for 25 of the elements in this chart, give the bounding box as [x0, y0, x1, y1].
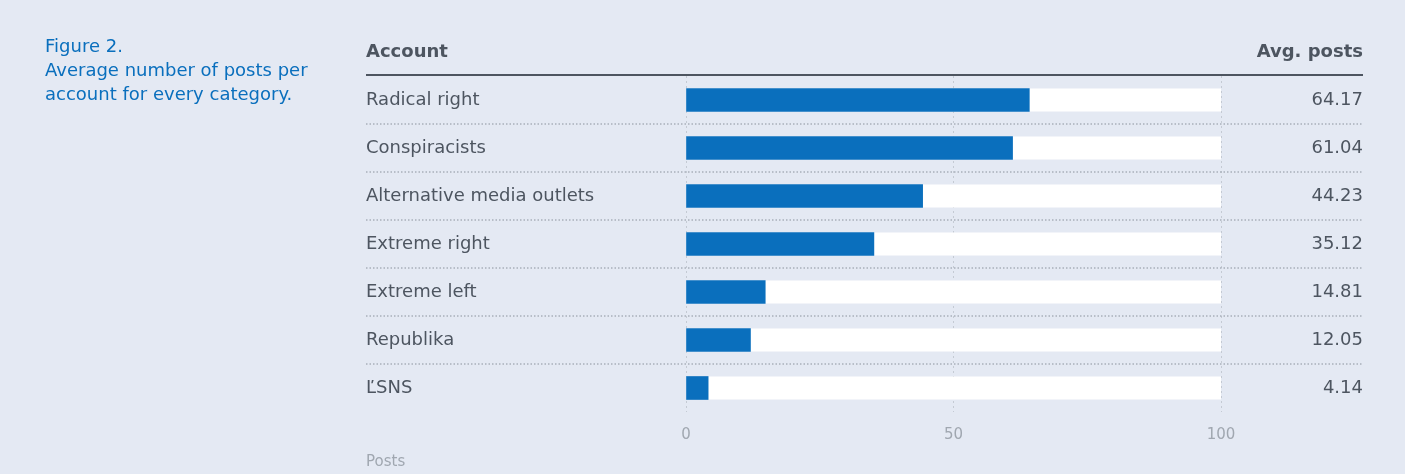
y-tick-label: Radical right — [366, 87, 480, 109]
y-axis-title: Account — [366, 40, 448, 61]
text: Avg. posts — [1256, 40, 1363, 61]
y-tick-label: Alternative media outlets — [366, 183, 595, 205]
bar — [686, 328, 751, 352]
y-tick-label: Conspiracists — [366, 135, 486, 157]
y-tick-label: Extreme right — [366, 231, 490, 253]
y-tick-label: ĽSNS — [366, 375, 413, 397]
y-tick-label: Extreme left — [366, 279, 477, 301]
data-label: 4.14 — [1322, 375, 1363, 397]
x-axis-title: Posts — [366, 451, 406, 470]
data-label: 35.12 — [1311, 231, 1363, 253]
data-label: 61.04 — [1311, 135, 1363, 157]
bar — [686, 280, 766, 304]
data-label: 64.17 — [1311, 87, 1363, 109]
data-label: 14.81 — [1311, 279, 1363, 301]
text: Figure 2. — [45, 34, 124, 58]
data-label: 12.05 — [1311, 327, 1363, 349]
y-tick-label: Republika — [366, 327, 455, 349]
data-label: 44.23 — [1311, 183, 1363, 205]
x-tick-label: 100 — [1206, 424, 1236, 443]
text: Average number of posts per account for every category. — [45, 58, 309, 106]
bar — [686, 376, 709, 400]
x-tick-label: 50 — [943, 424, 964, 443]
x-tick-label: 0 — [681, 424, 691, 443]
